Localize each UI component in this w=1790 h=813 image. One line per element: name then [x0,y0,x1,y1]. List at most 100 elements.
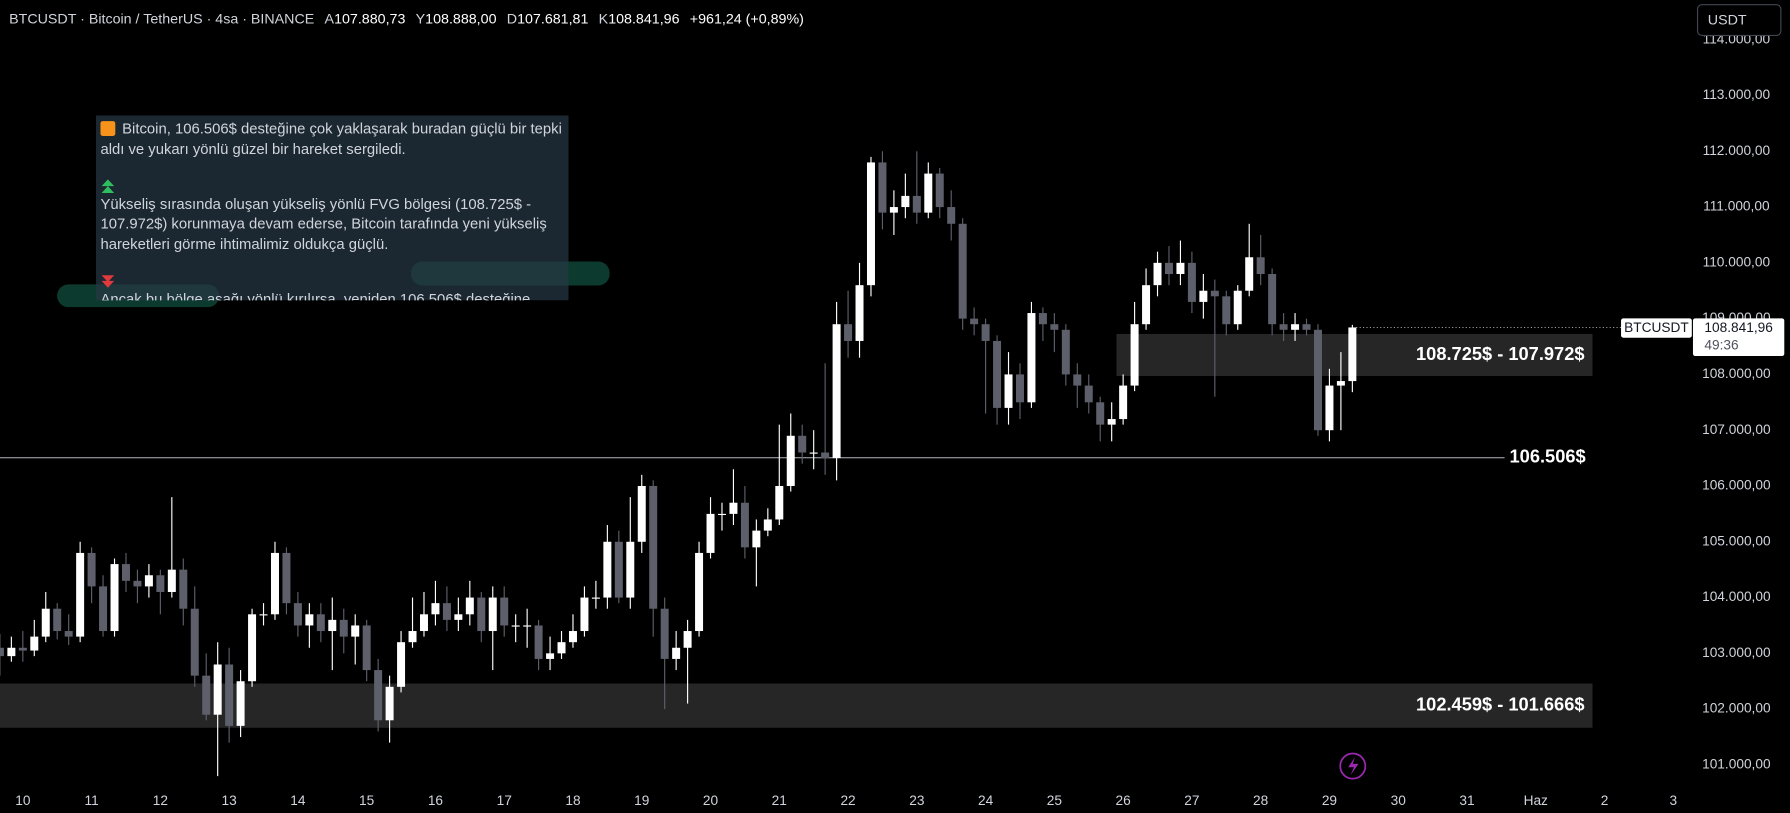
candle-body [1279,324,1288,330]
candle-body [328,619,337,632]
candle-body [729,502,738,514]
y-tick-label: 106.000,00 [1702,478,1771,493]
candle-body [603,541,612,598]
y-tick-label: 113.000,00 [1703,87,1771,102]
y-tick-label: 107.000,00 [1702,422,1771,437]
candle-body [1164,262,1173,275]
x-tick-label: 21 [772,793,787,808]
candle-body [121,564,130,581]
alert-icon[interactable] [1339,752,1367,780]
price-tag-box [1692,318,1785,356]
candle-body [970,318,979,325]
candle-body [1073,374,1082,386]
x-tick-label: 25 [1047,793,1063,808]
candle-body [30,636,39,651]
x-tick-label: 14 [290,793,306,808]
candle-body [1084,385,1093,403]
candle-body [844,324,853,341]
candle-body [786,435,795,486]
candle-body [1233,290,1242,325]
candle-body [385,686,394,721]
candle-body [672,647,681,659]
candles [0,151,1357,777]
header: BTCUSDT · Bitcoin / TetherUS · 4sa · BIN… [9,11,804,27]
candle-body [1336,381,1345,386]
y-tick-label: 112.000,00 [1703,143,1771,158]
ohlc-value: 108.888,00 [425,11,496,27]
x-tick-label: 30 [1391,793,1407,808]
candle-body [660,608,669,659]
candle-body [706,513,715,553]
annotation-text: Yükseliş sırasında oluşan yükseliş yönlü… [100,194,547,252]
candle-body [248,614,257,682]
candle-body [1325,385,1334,431]
annotation-paragraph: Yükseliş sırasında oluşan yükseliş yönlü… [100,178,563,254]
candle-body [225,664,234,726]
candle-body [775,485,784,520]
candle-body [763,519,772,531]
price-tag: BTCUSDT 108.841,96 49:36 [1356,318,1785,356]
candle-body [1256,257,1265,275]
candle-body [156,575,165,592]
x-tick-label: 20 [703,793,719,808]
currency-label: USDT [1708,12,1747,28]
x-tick-label: Haz [1524,793,1548,808]
candle-body [144,575,153,587]
candle-body [1004,374,1013,408]
x-tick-label: 11 [84,793,98,808]
currency-button[interactable] [1696,4,1782,37]
candle-body [419,614,428,632]
candle-body [408,631,417,643]
candle-body [305,614,314,626]
candle-body [179,569,188,609]
candle-body [167,569,176,592]
candle-body [133,580,142,587]
candle-body [202,675,211,715]
bitcoin-icon [100,121,116,136]
candle-body [1210,290,1219,297]
x-tick-label: 3 [1669,793,1677,808]
zone-label: 108.725$ - 107.972$ [1416,343,1584,364]
candle-body [832,324,841,459]
candle-body [695,552,704,632]
x-tick-label: 12 [153,793,168,808]
candle-body [465,597,474,615]
candle-body [1050,324,1059,330]
x-tick-label: 22 [840,793,855,808]
ohlc-label: Y [416,11,426,27]
candle-body [901,195,910,208]
candle-body [1222,296,1231,325]
candle-body [557,642,566,654]
candle-body [1119,385,1128,420]
candle-body [1038,313,1047,325]
candle-body [53,608,62,632]
candle-body [442,603,451,620]
candle-body [740,502,749,548]
candle-body [614,541,623,598]
annotation: Bitcoin, 106.506$ desteğine çok yaklaşar… [95,115,569,301]
candle-body [1245,257,1254,291]
countdown-label: 49:36 [1704,337,1739,352]
symbol-tag-label: BTCUSDT [1624,320,1689,335]
candle-body [889,207,898,213]
candle-body [958,223,967,319]
y-tick-label: 110.000,00 [1703,254,1771,269]
y-tick-label: 102.000,00 [1702,701,1771,716]
candle-body [397,642,406,687]
candle-body [316,614,325,632]
ohlc-label: A [325,11,335,27]
price-tag-label: 108.841,96 [1704,320,1773,335]
x-tick-label: 19 [634,793,649,808]
candle-body [798,435,807,453]
candle-body [1268,274,1277,325]
candle-body [1291,324,1300,330]
candle-body [236,681,245,726]
zone-label: 102.459$ - 101.666$ [1416,693,1584,714]
candle-body [1199,290,1208,302]
candle-body [87,552,96,587]
x-tick-label: 28 [1253,793,1269,808]
candle-body [752,530,761,548]
candle-body [41,608,50,637]
x-tick-label: 31 [1459,793,1474,808]
